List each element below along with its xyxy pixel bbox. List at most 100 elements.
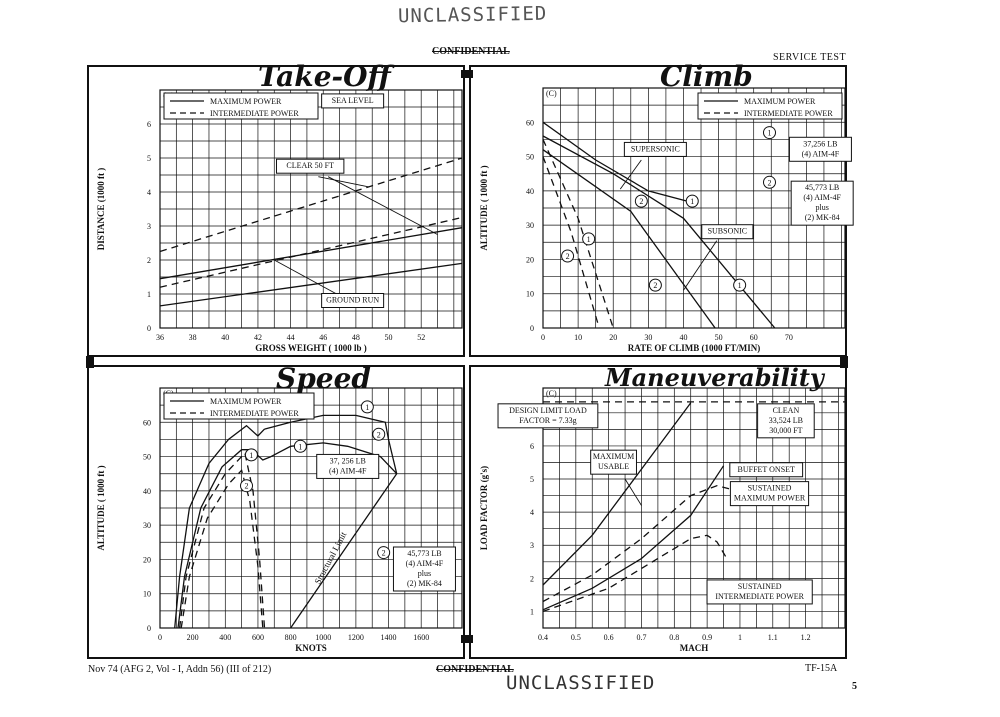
annotation-label: SUBSONIC: [708, 227, 748, 236]
x-tick-label: 600: [252, 633, 264, 642]
y-tick-label: 1: [147, 290, 151, 299]
legend-entry: MAXIMUM POWER: [210, 97, 282, 106]
y-axis-label: ALTITUDE ( 1000 ft ): [96, 465, 106, 550]
annotation-label: INTERMEDIATE POWER: [715, 592, 804, 601]
x-axis-label: KNOTS: [295, 643, 327, 653]
callout-number: 1: [587, 235, 591, 244]
annotation-box: [275, 158, 345, 174]
series-line-dashed: [542, 534, 728, 613]
divider-tab: [840, 356, 848, 368]
x-tick-label: 10: [574, 333, 582, 342]
legend-entry: MAXIMUM POWER: [744, 97, 816, 106]
annotation-label: FACTOR = 7.33g: [519, 416, 576, 425]
x-tick-label: 50: [385, 333, 393, 342]
annotation-label: (4) AIM-4F: [803, 193, 841, 202]
annotation-label: (2) MK-84: [805, 213, 840, 222]
y-tick-label: 2: [530, 574, 534, 583]
x-tick-label: 38: [189, 333, 197, 342]
callout-number: 2: [639, 197, 643, 206]
callout-circle: [293, 439, 307, 453]
callout-number: 1: [249, 451, 253, 460]
x-tick-label: 400: [219, 633, 231, 642]
y-tick-label: 50: [143, 453, 151, 462]
x-tick-label: 0.8: [669, 633, 679, 642]
annotation-label: (4) AIM-4F: [329, 466, 367, 475]
x-tick-label: 200: [187, 633, 199, 642]
callout-circle: [377, 546, 391, 560]
annotation-label: CLEAR 50 FT: [286, 161, 334, 170]
annotation-label: SUSTAINED: [748, 484, 792, 493]
callout-circle: [685, 194, 699, 208]
leader-line: [619, 159, 642, 190]
annotation-label: 37, 256 LB: [330, 456, 366, 465]
y-tick-label: 40: [526, 187, 534, 196]
annotation-label: (2) MK-84: [407, 579, 442, 588]
x-tick-label: 1.2: [801, 633, 811, 642]
series-line-dashed: [159, 216, 463, 288]
callout-number: 1: [738, 281, 742, 290]
annotation-label: plus: [418, 569, 431, 578]
series-line-solid: [542, 121, 688, 202]
callout-number: 2: [768, 178, 772, 187]
x-tick-label: 48: [352, 333, 360, 342]
legend-entry: INTERMEDIATE POWER: [744, 109, 833, 118]
annotation-box: [729, 481, 810, 507]
series-line-dashed: [542, 485, 731, 603]
callout-circle: [561, 249, 575, 263]
y-tick-label: 1: [530, 607, 534, 616]
y-tick-label: 6: [530, 442, 534, 451]
annotation-box: [701, 224, 754, 240]
annotation-box: [623, 141, 687, 157]
y-tick-label: 5: [530, 475, 534, 484]
series-line-solid: [542, 149, 716, 329]
footer-document-ref: Nov 74 (AFG 2, Vol - I, Addn 56) (III of…: [88, 664, 272, 675]
series-line-solid: [159, 227, 463, 280]
callout-circle: [634, 194, 648, 208]
y-tick-label: 40: [143, 487, 151, 496]
series-line-solid: [542, 402, 692, 586]
annotation-label: DESIGN LIMIT LOAD: [509, 406, 587, 415]
callout-circle: [240, 479, 254, 493]
annotation-box: [321, 93, 385, 109]
x-tick-label: 20: [609, 333, 617, 342]
chart-takeoff: 36 38 40 42 44 46 48 50 52 0 1 2 3 4 5 6 GROSS WEIGHT ( …: [96, 60, 463, 353]
callout-circle: [582, 232, 596, 246]
annotation-label: MAXIMUM: [593, 452, 634, 461]
annotation-box: [392, 546, 456, 592]
annotation-box: [790, 180, 854, 226]
x-tick-label: 44: [287, 333, 295, 342]
callout-circle: [763, 175, 776, 189]
x-tick-label: 800: [285, 633, 297, 642]
callout-circle: [360, 400, 374, 414]
x-axis-label: GROSS WEIGHT ( 1000 lb ): [255, 343, 366, 353]
callout-number: 2: [566, 252, 570, 261]
x-tick-label: 42: [254, 333, 262, 342]
annotation-box: [788, 136, 852, 162]
plot-area: [159, 387, 463, 629]
annotation-label: 30,000 FT: [769, 426, 802, 435]
x-tick-label: 0.7: [636, 633, 646, 642]
legend-entry: INTERMEDIATE POWER: [210, 109, 299, 118]
legend-entry: INTERMEDIATE POWER: [210, 409, 299, 418]
x-tick-label: 1: [738, 633, 742, 642]
leader-line: [683, 240, 718, 291]
x-tick-label: 0.9: [702, 633, 712, 642]
series-line-solid: [270, 442, 398, 475]
series-line-solid: [542, 465, 725, 611]
annotation-label: 45,773 LB: [407, 549, 441, 558]
annotation-box: [757, 403, 815, 439]
annotation-label: (4) AIM-4F: [406, 559, 444, 568]
leader-line: [624, 478, 642, 506]
y-tick-label: 0: [147, 624, 151, 633]
structural-limit-label: Structural Limit: [312, 530, 348, 586]
y-tick-label: 10: [526, 290, 534, 299]
callout-number: 2: [382, 549, 386, 558]
series-line-solid: [159, 262, 463, 307]
grid: [159, 89, 462, 329]
x-tick-label: 0.4: [538, 633, 548, 642]
annotation-label: 33,524 LB: [769, 416, 803, 425]
x-tick-label: 36: [156, 333, 164, 342]
x-tick-label: 46: [319, 333, 327, 342]
